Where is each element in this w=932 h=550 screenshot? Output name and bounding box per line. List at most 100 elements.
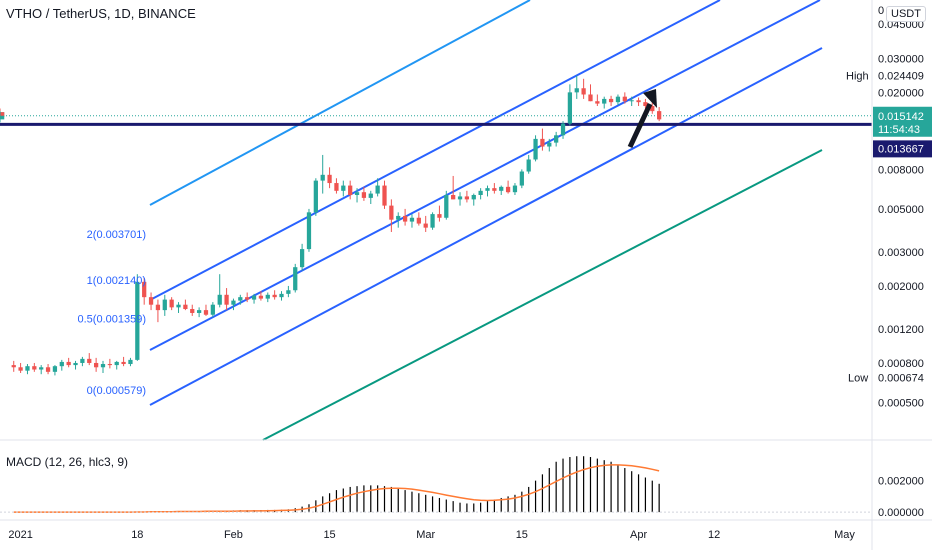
candle-body (217, 294, 222, 305)
annotations: 2(0.003701) 1(0.002140) 0.5(0.001359) 0(0.0… (78, 71, 932, 397)
candle-body (176, 304, 181, 308)
candle-body (636, 100, 641, 103)
countdown-timer: 11:54:43 (878, 124, 920, 136)
candle-body (368, 193, 373, 198)
time-tick-label: Apr (630, 529, 647, 541)
candle-body (148, 297, 154, 305)
candle-body (519, 171, 524, 186)
candle-body (293, 267, 298, 291)
candle-body (272, 294, 277, 298)
candle-body (251, 295, 257, 300)
candle-body (238, 297, 243, 301)
price-tick-label: 0.003000 (878, 247, 924, 259)
candle-body (423, 223, 428, 228)
candle-body (52, 366, 58, 372)
candle-body (622, 96, 627, 102)
candle-body (588, 94, 593, 102)
price-tick-label: 0.005000 (878, 204, 924, 216)
price-tick-label: 0.001200 (878, 324, 924, 336)
time-tick-label: 15 (516, 529, 528, 541)
candle-body (162, 299, 167, 311)
fib-level-label: 0.5(0.001359) (78, 313, 147, 325)
time-tick-label: 18 (131, 529, 143, 541)
time-tick-label: 12 (708, 529, 720, 541)
candle-body (615, 96, 621, 103)
price-tick-label: 0.008000 (878, 164, 924, 176)
price-tick-label-top: 0 (878, 5, 884, 17)
candle-body (59, 361, 64, 367)
currency-button[interactable]: USDT (886, 6, 926, 22)
candle-body (629, 100, 634, 102)
candle-body (87, 358, 92, 363)
horizontal-level-tag (873, 140, 932, 158)
candle-body (430, 214, 435, 228)
time-tick-label: 2021 (8, 529, 32, 541)
trend-lines (0, 0, 872, 441)
candle-body (286, 290, 291, 294)
horizontal-level-value: 0.013667 (878, 143, 924, 155)
candle-body (203, 310, 209, 315)
candle-body (382, 185, 387, 206)
macd-tick-label: 0.002000 (878, 476, 924, 488)
price-tick-label: 0.045000 (878, 19, 924, 31)
candle-body (210, 304, 215, 315)
candle-body (560, 123, 566, 136)
low-value: 0.000674 (878, 372, 924, 384)
candle-body (121, 361, 126, 365)
candle-body (657, 111, 662, 120)
candle-body (492, 188, 497, 191)
candle-body (73, 362, 78, 366)
candle-body (190, 309, 195, 313)
chart-title: VTHO / TetherUS, 1D, BINANCE (6, 6, 196, 21)
candle-body (45, 367, 51, 372)
price-tick-label: 0.000800 (878, 358, 924, 370)
high-label: High (846, 71, 869, 83)
candle-body (265, 294, 270, 299)
candle-body (416, 217, 421, 224)
candle-body (505, 186, 511, 193)
candle-body (444, 194, 449, 218)
candle-body (464, 196, 470, 200)
candle-body (18, 367, 23, 371)
projection-arrow-head (643, 89, 657, 108)
candle-body (155, 304, 161, 311)
candle-body (258, 295, 264, 299)
fib-level-label: 2(0.003701) (87, 229, 146, 241)
candle-body (93, 362, 99, 368)
candle-body (389, 205, 394, 220)
last-price-value: 0.015142 (878, 111, 924, 123)
candle-body (100, 364, 106, 368)
candle-body (478, 190, 483, 195)
channel-line-mid (149, 0, 821, 351)
candle-body (66, 361, 71, 366)
candle-body (25, 366, 30, 371)
candle-body (327, 174, 332, 184)
candle-body (595, 101, 600, 104)
candle-body (554, 135, 559, 143)
candle-body (533, 138, 538, 160)
low-label: Low (848, 372, 868, 384)
candle-body (396, 215, 401, 220)
candle-body (320, 174, 325, 181)
candle-body (39, 367, 44, 370)
candle-body (334, 183, 339, 191)
macd-title: MACD (12, 26, hlc3, 9) (6, 455, 129, 469)
channel-line-green (262, 149, 823, 441)
candle-body (142, 281, 147, 298)
candle-body (526, 159, 531, 172)
candle-body (11, 365, 16, 368)
candle-body (224, 294, 229, 305)
candle-body (437, 214, 442, 218)
candle-body (451, 194, 456, 200)
time-tick-label: Mar (416, 529, 435, 541)
candle-body (231, 300, 236, 305)
candle-body (540, 138, 545, 147)
time-tick-label: Feb (224, 529, 243, 541)
candle-body (608, 98, 614, 103)
high-value: 0.024409 (878, 71, 924, 83)
candle-body (547, 142, 552, 147)
fib-level-label: 1(0.002140) (87, 275, 146, 287)
candle-body (313, 180, 318, 213)
candle-body (471, 194, 476, 200)
